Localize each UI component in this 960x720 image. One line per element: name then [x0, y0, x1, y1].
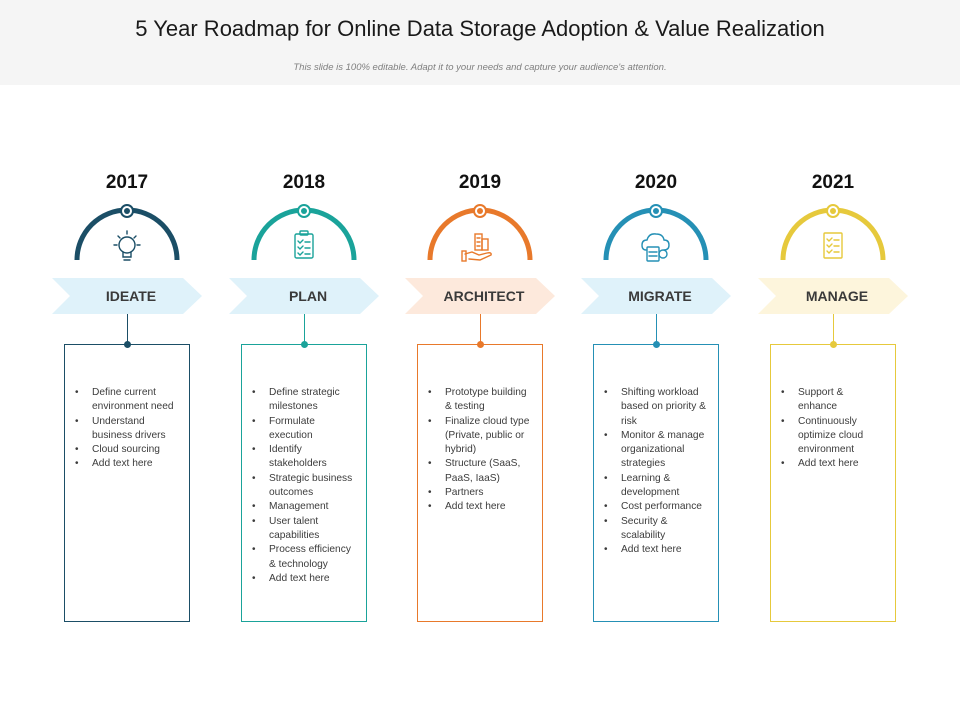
- stage-label: ARCHITECT: [443, 288, 525, 304]
- stage-dot: [124, 341, 131, 348]
- list-item: Cloud sourcing: [75, 443, 179, 458]
- stage-banner: [581, 278, 731, 314]
- stage-year: 2019: [458, 172, 502, 193]
- list-item: Management: [252, 500, 356, 515]
- stage-dot: [830, 341, 837, 348]
- list-item: User talent capabilities: [252, 515, 356, 544]
- stage-label: IDEATE: [105, 288, 157, 304]
- clipboard-checklist-icon: [294, 230, 314, 259]
- stage-banner: [405, 278, 555, 314]
- list-item: Process efficiency & technology: [252, 543, 356, 572]
- list-item: Security & scalability: [604, 515, 708, 544]
- stage-card: Define current environment needUnderstan…: [64, 344, 190, 622]
- list-item: Define strategic milestones: [252, 386, 356, 415]
- list-item: Continuously optimize cloud environment: [781, 415, 885, 458]
- stage-year: 2018: [282, 172, 326, 193]
- list-item: Partners: [428, 486, 532, 501]
- stage-bullet-list: Shifting workload based on priority & ri…: [594, 345, 718, 558]
- hand-holding-buildings-icon: [461, 233, 492, 262]
- list-item: Identify stakeholders: [252, 443, 356, 472]
- list-item: Shifting workload based on priority & ri…: [604, 386, 708, 429]
- stage-dot: [477, 341, 484, 348]
- list-item: Add text here: [75, 457, 179, 472]
- list-item: Monitor & manage organizational strategi…: [604, 429, 708, 472]
- stage-arc: [780, 204, 886, 261]
- stage-arc: [603, 204, 709, 262]
- stage-arc: [251, 204, 357, 261]
- list-item: Understand business drivers: [75, 415, 179, 444]
- stage-year: 2017: [105, 172, 149, 193]
- list-item: Prototype building & testing: [428, 386, 532, 415]
- list-item: Support & enhance: [781, 386, 885, 415]
- stage-banner: [52, 278, 202, 314]
- list-item: Strategic business outcomes: [252, 472, 356, 501]
- list-item: Learning & development: [604, 472, 708, 501]
- stage-connector: [304, 314, 305, 344]
- stage-label: MIGRATE: [628, 288, 692, 304]
- stage-connector: [127, 314, 128, 344]
- stage-bullet-list: Define strategic milestonesFormulate exe…: [242, 345, 366, 586]
- list-item: Structure (SaaS, PaaS, IaaS): [428, 457, 532, 486]
- stage-bullet-list: Prototype building & testingFinalize clo…: [418, 345, 542, 515]
- list-item: Add text here: [252, 572, 356, 587]
- stage-card: Shifting workload based on priority & ri…: [593, 344, 719, 622]
- page-subtitle: This slide is 100% editable. Adapt it to…: [293, 62, 667, 73]
- list-item: Finalize cloud type (Private, public or …: [428, 415, 532, 458]
- stage-year: 2021: [811, 172, 855, 193]
- cloud-server-icon: [641, 233, 670, 262]
- stage-bullet-list: Define current environment needUnderstan…: [65, 345, 189, 472]
- stage-connector: [480, 314, 481, 344]
- lightbulb-icon: [113, 230, 141, 261]
- stage-dot: [301, 341, 308, 348]
- stage-bullet-list: Support & enhanceContinuously optimize c…: [771, 345, 895, 472]
- stage-card: Define strategic milestonesFormulate exe…: [241, 344, 367, 622]
- stage-connector: [656, 314, 657, 344]
- stage-arc: [74, 204, 180, 261]
- stage-label: PLAN: [288, 288, 328, 304]
- stage-dot: [653, 341, 660, 348]
- list-item: Define current environment need: [75, 386, 179, 415]
- list-item: Cost performance: [604, 500, 708, 515]
- checklist-document-icon: [823, 232, 843, 259]
- stage-label: MANAGE: [805, 288, 869, 304]
- stage-connector: [833, 314, 834, 344]
- stage-arc: [427, 204, 533, 262]
- stage-banner: [758, 278, 908, 314]
- stage-card: Prototype building & testingFinalize clo…: [417, 344, 543, 622]
- list-item: Add text here: [428, 500, 532, 515]
- stage-card: Support & enhanceContinuously optimize c…: [770, 344, 896, 622]
- stage-year: 2020: [634, 172, 678, 193]
- list-item: Add text here: [604, 543, 708, 558]
- stage-banner: [229, 278, 379, 314]
- list-item: Add text here: [781, 457, 885, 472]
- page-title: 5 Year Roadmap for Online Data Storage A…: [135, 16, 825, 41]
- header-band: [0, 0, 960, 85]
- list-item: Formulate execution: [252, 415, 356, 444]
